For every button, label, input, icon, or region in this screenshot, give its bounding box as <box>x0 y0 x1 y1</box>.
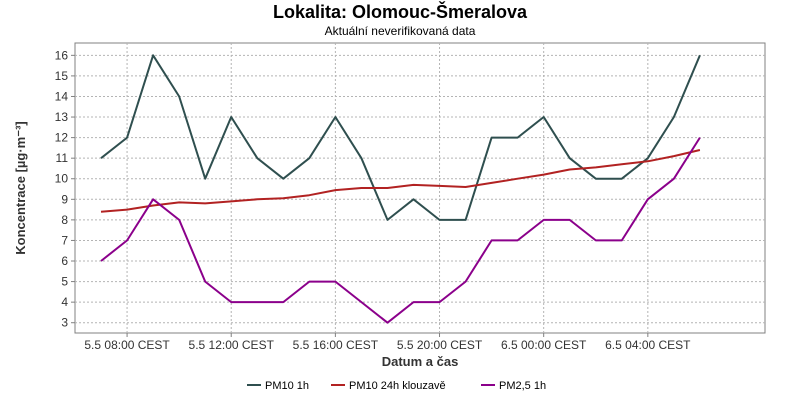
legend-label: PM2,5 1h <box>499 380 546 392</box>
x-tick-label: 5.5 20:00 CEST <box>397 338 483 352</box>
series-lines <box>100 54 701 324</box>
y-axis-ticks: 3 4 5 6 7 8 9 10 11 12 13 14 15 16 <box>55 48 75 330</box>
series-line-1 <box>100 54 701 221</box>
x-axis-label: Datum a čas <box>382 354 459 369</box>
y-tick-label: 4 <box>61 295 68 309</box>
y-tick-label: 12 <box>55 131 69 145</box>
y-tick-label: 11 <box>56 151 69 165</box>
grid <box>75 43 765 333</box>
x-tick-label: 5.5 12:00 CEST <box>189 338 275 352</box>
x-tick-label: 6.5 04:00 CEST <box>605 338 691 352</box>
y-tick-label: 10 <box>55 172 69 186</box>
chart-subtitle: Aktuální neverifikovaná data <box>325 24 476 38</box>
y-tick-label: 5 <box>61 275 68 289</box>
x-tick-label: 6.5 00:00 CEST <box>501 338 587 352</box>
y-tick-label: 13 <box>55 110 69 124</box>
plot-area <box>74 42 766 334</box>
series-line-3 <box>100 137 701 324</box>
y-tick-label: 7 <box>61 233 68 247</box>
x-axis-ticks: 5.5 08:00 CEST 5.5 12:00 CEST 5.5 16:00 CE… <box>84 333 691 352</box>
y-tick-label: 3 <box>61 316 68 330</box>
y-tick-label: 14 <box>55 89 69 103</box>
x-tick-label: 5.5 16:00 CEST <box>293 338 379 352</box>
legend-label: PM10 24h klouzavě <box>349 380 446 392</box>
y-axis-label: Koncentrace [µg·m⁻³] <box>13 121 28 255</box>
legend: PM10 1h PM10 24h klouzavě PM2,5 1h <box>247 380 546 392</box>
y-tick-label: 16 <box>55 48 69 62</box>
legend-label: PM10 1h <box>265 380 309 392</box>
y-tick-label: 8 <box>61 213 68 227</box>
y-tick-label: 15 <box>55 69 69 83</box>
series-line-2 <box>100 149 701 213</box>
x-tick-label: 5.5 08:00 CEST <box>84 338 170 352</box>
chart-title: Lokalita: Olomouc-Šmeralova <box>273 1 528 22</box>
y-tick-label: 9 <box>61 192 68 206</box>
y-tick-label: 6 <box>61 254 68 268</box>
